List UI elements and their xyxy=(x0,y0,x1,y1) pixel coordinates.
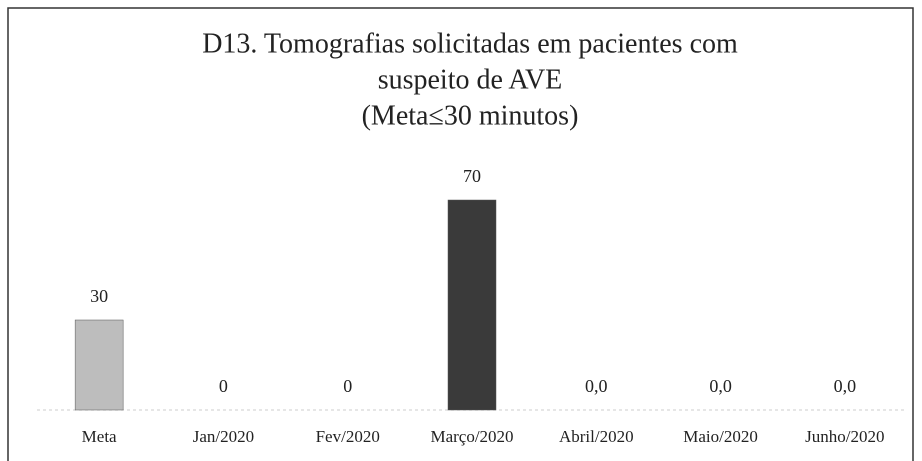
bar xyxy=(447,199,497,411)
x-tick-label: Março/2020 xyxy=(430,427,513,446)
value-label: 30 xyxy=(90,286,108,306)
value-label: 0,0 xyxy=(585,376,608,396)
x-tick-label: Abril/2020 xyxy=(559,427,634,446)
x-tick-label: Meta xyxy=(82,427,117,446)
x-tick-label: Maio/2020 xyxy=(683,427,758,446)
value-label: 0 xyxy=(343,376,352,396)
chart-title: D13. Tomografias solicitadas em paciente… xyxy=(202,28,738,59)
value-label: 0,0 xyxy=(709,376,732,396)
chart-title: (Meta≤30 minutos) xyxy=(362,100,579,131)
x-tick-label: Junho/2020 xyxy=(805,427,884,446)
value-label: 70 xyxy=(463,166,481,186)
chart-frame xyxy=(7,7,914,461)
value-label: 0 xyxy=(219,376,228,396)
x-tick-label: Fev/2020 xyxy=(316,427,380,446)
value-label: 0,0 xyxy=(834,376,857,396)
x-tick-label: Jan/2020 xyxy=(193,427,254,446)
chart-title: suspeito de AVE xyxy=(378,64,563,95)
bar xyxy=(74,319,124,411)
